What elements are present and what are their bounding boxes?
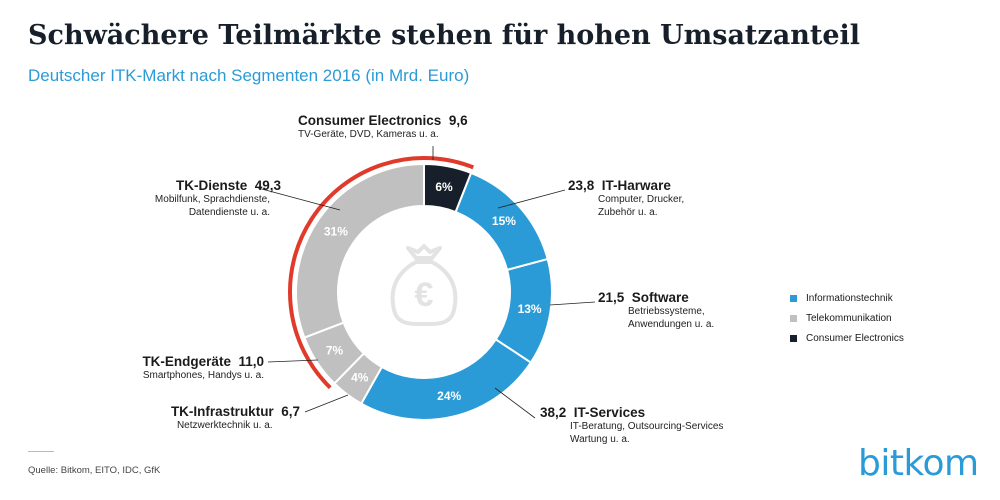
segment-name: TK-Dienste <box>176 178 248 193</box>
percent-labels: 6% 15% 13% 24% 4% 7% 31% <box>324 180 542 403</box>
segment-description: Netzwerktechnik u. a. <box>176 420 273 431</box>
svg-text:€: € <box>415 276 434 314</box>
source-divider <box>28 451 54 452</box>
leader-line-it-services <box>494 387 536 419</box>
legend-item: Consumer Electronics <box>790 328 904 348</box>
leader-line-tk-dienste <box>257 187 341 211</box>
legend-swatch <box>790 314 797 322</box>
percent-label-tk-dienste: 31% <box>324 224 348 238</box>
segment-name: IT-Harware <box>601 178 671 193</box>
segment-value: 11,0 <box>238 354 264 369</box>
segment-value: 23,8 <box>568 178 595 193</box>
label-tk-dienste: TK-Dienste 49,3 Mobilfunk, Sprachdienste… <box>130 178 281 219</box>
segment-name: TK-Endgeräte <box>142 354 231 369</box>
leader-line-tk-endgerate <box>267 359 319 363</box>
legend-item: Informationstechnik <box>790 288 904 308</box>
segment-name: TK-Infrastruktur <box>170 404 274 419</box>
percent-label-it-services: 24% <box>437 389 461 403</box>
segment-description: Computer, Drucker, Zubehör u. a. <box>598 194 685 218</box>
leader-line-tk-infrastruktur <box>304 394 349 413</box>
label-tk-infrastruktur: TK-Infrastruktur 6,7 Netzwerktechnik u. … <box>171 404 300 432</box>
segment-it-services <box>359 338 533 421</box>
segment-value: 6,7 <box>281 404 300 419</box>
percent-label-consumer-electronics: 6% <box>435 180 453 194</box>
legend-label: Informationstechnik <box>806 292 893 304</box>
logo-text: bitkom <box>858 443 979 484</box>
legend-item: Telekommunikation <box>790 308 904 328</box>
percent-label-tk-infrastruktur: 4% <box>351 371 369 385</box>
donut-segments <box>295 162 553 421</box>
percent-label-software: 13% <box>518 302 542 316</box>
segment-description: IT-Beratung, Outsourcing-Services Wartun… <box>570 421 724 445</box>
segment-name: Software <box>631 290 689 305</box>
leader-line-software <box>549 301 596 306</box>
chart-legend: Informationstechnik Telekommunikation Co… <box>790 288 904 348</box>
percent-label-it-harware: 15% <box>492 214 516 228</box>
segment-value: 9,6 <box>448 113 468 128</box>
segment-value: 21,5 <box>598 290 625 305</box>
chart-title: Schwächere Teilmärkte stehen für hohen U… <box>28 20 861 51</box>
segment-name: Consumer Electronics <box>298 113 442 128</box>
highlight-arc <box>288 156 475 390</box>
segment-name: IT-Services <box>573 405 646 420</box>
legend-swatch <box>790 334 797 342</box>
legend-swatch <box>790 294 797 302</box>
label-consumer-electronics: Consumer Electronics 9,6 TV-Geräte, DVD,… <box>298 113 468 141</box>
legend-label: Consumer Electronics <box>806 332 904 344</box>
segment-value: 49,3 <box>254 178 282 193</box>
label-tk-endgeraete: TK-Endgeräte 11,0 Smartphones, Handys u.… <box>133 354 264 382</box>
percent-label-tk-endgerate: 7% <box>326 344 344 358</box>
label-it-harware: 23,8 IT-Harware Computer, Drucker, Zubeh… <box>568 178 718 219</box>
segment-tk-dienste <box>295 162 425 339</box>
segment-description: Betriebssysteme, Anwendungen u. a. <box>628 306 715 330</box>
leader-line-it-harware <box>497 189 566 209</box>
legend-label: Telekommunikation <box>806 312 892 324</box>
segment-description: TV-Geräte, DVD, Kameras u. a. <box>298 129 439 140</box>
segment-value: 38,2 <box>540 405 567 420</box>
chart-subtitle: Deutscher ITK-Markt nach Segmenten 2016 … <box>28 66 470 85</box>
label-it-services: 38,2 IT-Services IT-Beratung, Outsourcin… <box>540 405 740 446</box>
segment-description: Mobilfunk, Sprachdienste, Datendienste u… <box>154 194 270 218</box>
label-software: 21,5 Software Betriebssysteme, Anwendung… <box>598 290 748 331</box>
source-note: Quelle: Bitkom, EITO, IDC, GfK <box>28 465 161 476</box>
bitkom-logo: bitkom <box>858 444 979 484</box>
money-bag-euro-icon: € <box>390 244 458 326</box>
segment-description: Smartphones, Handys u. a. <box>142 370 264 381</box>
highlight-arc-path <box>288 156 475 390</box>
leader-lines <box>257 146 596 419</box>
